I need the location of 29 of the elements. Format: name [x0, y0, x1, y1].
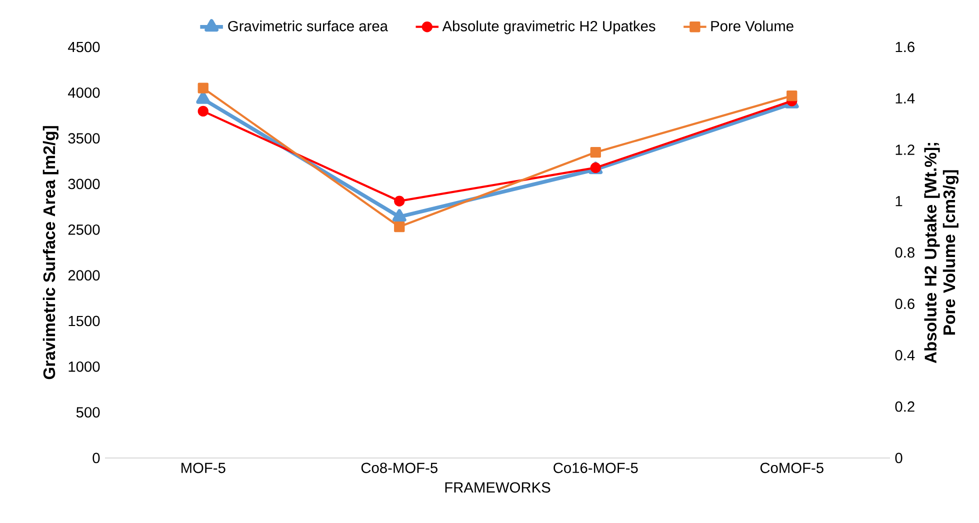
y2-tick-label: 0.2 — [895, 401, 914, 412]
y-tick-label: 1500 — [68, 316, 100, 326]
y-tick-label: 1000 — [68, 361, 100, 372]
y-tick-label: 3500 — [68, 133, 100, 144]
y2-tick-label: 0.6 — [895, 298, 914, 310]
y2-tick-label: 0.8 — [895, 247, 914, 258]
y-tick-label: 2000 — [68, 270, 100, 281]
legend-label: Gravimetric surface area — [228, 20, 388, 32]
x-tick-label: Co8-MOF-5 — [361, 462, 438, 474]
y2-axis-title: Absolute H2 Uptake [Wt.%]; Pore Volume [cm3/g] — [924, 142, 959, 364]
y2-tick-label: 0.4 — [895, 350, 915, 360]
y2-tick-label: 1.2 — [896, 144, 914, 155]
x-axis-title: FRAMEWORKS — [445, 482, 550, 493]
y2-tick-label: 0 — [895, 452, 902, 464]
y-tick-label: 3000 — [68, 178, 100, 190]
y2-tick-label: 1 — [896, 196, 902, 206]
y2-tick-label: 1.6 — [896, 42, 914, 52]
y2-tick-label: 1.4 — [896, 93, 915, 104]
x-tick-label: MOF-5 — [182, 462, 226, 474]
legend-label: Absolute gravimetric H2 Upatkes — [442, 20, 656, 34]
y-tick-label: 4000 — [68, 87, 100, 98]
x-tick-label: Co16-MOF-5 — [554, 462, 638, 474]
x-tick-label: CoMOF-5 — [760, 462, 824, 474]
y-tick-label: 2500 — [68, 224, 100, 235]
y-tick-label: 500 — [76, 407, 100, 418]
legend-label: Pore Volume — [711, 20, 794, 32]
y-axis-title: Gravimetric Surface Area [m2/g] — [42, 126, 59, 380]
y-tick-label: 0 — [92, 452, 100, 464]
y-tick-label: 4500 — [68, 42, 100, 52]
